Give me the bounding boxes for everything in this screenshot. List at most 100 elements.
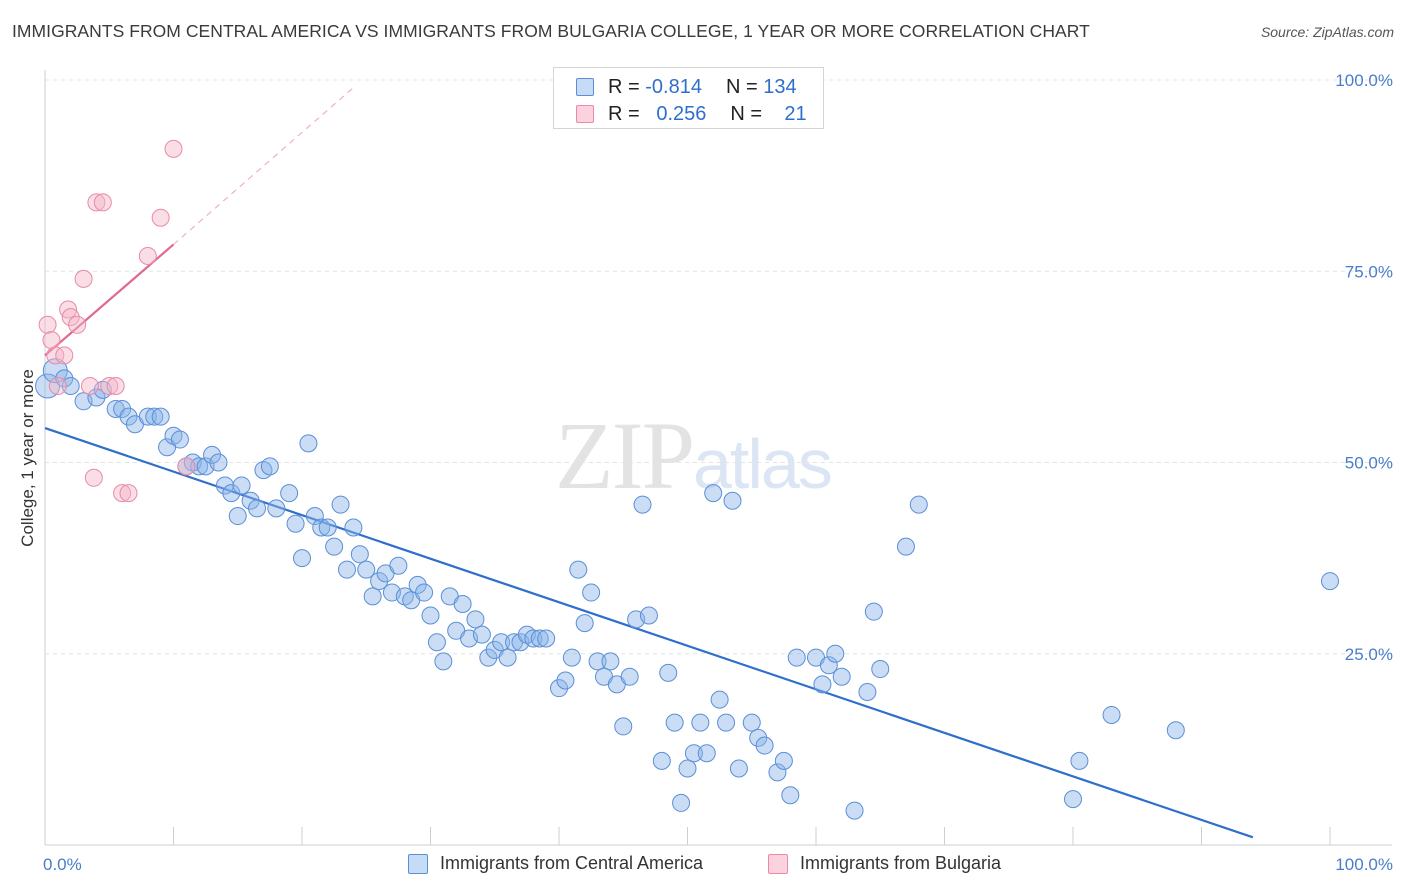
r-label: R = bbox=[608, 102, 640, 125]
data-point bbox=[582, 583, 601, 602]
legend-item-central-america: Immigrants from Central America bbox=[408, 853, 703, 874]
stats-row-central-america: R = -0.814 N = 134 bbox=[576, 74, 797, 100]
axes bbox=[44, 70, 1392, 846]
blue-swatch-icon bbox=[576, 78, 594, 96]
data-point bbox=[370, 572, 389, 591]
data-point bbox=[293, 549, 311, 568]
data-point bbox=[241, 491, 260, 510]
data-point bbox=[1064, 790, 1082, 809]
data-point bbox=[550, 679, 568, 698]
data-point bbox=[106, 377, 125, 395]
data-point bbox=[1070, 751, 1089, 770]
y-axis-title: College, 1 year or more bbox=[18, 369, 37, 547]
data-point bbox=[620, 667, 639, 686]
data-point bbox=[575, 614, 594, 633]
data-point bbox=[530, 629, 549, 648]
data-point bbox=[151, 208, 170, 227]
data-point bbox=[1321, 572, 1339, 591]
data-point bbox=[267, 499, 286, 518]
data-point bbox=[601, 652, 620, 671]
data-point bbox=[138, 246, 157, 265]
data-point bbox=[672, 793, 691, 812]
data-point bbox=[691, 713, 710, 732]
y-tick-label: 50.0% bbox=[1345, 454, 1393, 473]
data-point bbox=[84, 468, 103, 487]
data-point bbox=[729, 759, 748, 778]
data-point bbox=[569, 560, 588, 579]
r-value: -0.814 bbox=[645, 75, 702, 98]
legend-label: Immigrants from Central America bbox=[440, 853, 704, 873]
data-point bbox=[864, 602, 883, 621]
data-point bbox=[138, 407, 157, 426]
data-point bbox=[665, 713, 684, 732]
data-point bbox=[524, 629, 543, 648]
tick-labels: 25.0% 50.0% 75.0% 100.0% 0.0% 100.0% College, … bbox=[18, 71, 1393, 874]
data-point bbox=[113, 484, 132, 503]
pink-swatch-icon bbox=[576, 105, 594, 123]
data-point bbox=[350, 545, 369, 564]
data-point bbox=[633, 495, 652, 514]
data-point bbox=[755, 736, 774, 755]
chart-title: IMMIGRANTS FROM CENTRAL AMERICA VS IMMIG… bbox=[12, 21, 1090, 41]
x-tick-label: 0.0% bbox=[43, 855, 82, 874]
data-point bbox=[337, 560, 356, 579]
data-point bbox=[678, 759, 697, 778]
data-point bbox=[453, 595, 472, 614]
blue-swatch-icon bbox=[408, 853, 428, 874]
data-point bbox=[209, 453, 228, 472]
data-point bbox=[312, 518, 331, 537]
watermark-atlas: atlas bbox=[693, 425, 833, 503]
data-point bbox=[639, 606, 658, 625]
data-point bbox=[556, 671, 575, 690]
data-point bbox=[344, 518, 363, 537]
data-point bbox=[363, 587, 382, 606]
data-point bbox=[299, 434, 318, 453]
data-point bbox=[389, 556, 408, 575]
r-label: R = bbox=[608, 75, 640, 98]
data-point bbox=[248, 499, 267, 518]
data-point bbox=[61, 308, 80, 327]
data-point bbox=[325, 537, 344, 556]
trend-line-extension bbox=[173, 87, 354, 245]
x-tick-label: 100.0% bbox=[1335, 855, 1393, 874]
data-point bbox=[61, 377, 80, 395]
data-point bbox=[871, 660, 890, 679]
data-point bbox=[119, 484, 138, 503]
data-point bbox=[164, 139, 183, 158]
data-point bbox=[421, 606, 440, 625]
data-point bbox=[170, 430, 189, 449]
data-point bbox=[845, 801, 864, 820]
data-point bbox=[466, 610, 485, 629]
legend-label: Immigrants from Bulgaria bbox=[800, 853, 1002, 873]
data-point bbox=[749, 728, 768, 747]
data-point bbox=[232, 476, 251, 495]
data-point bbox=[562, 648, 581, 667]
data-point bbox=[537, 629, 556, 648]
chart-source: Source: ZipAtlas.com bbox=[1260, 24, 1394, 40]
data-point bbox=[909, 495, 928, 514]
data-point bbox=[427, 633, 446, 652]
watermark-zip: ZIP bbox=[555, 402, 695, 509]
data-point bbox=[145, 407, 164, 426]
data-point bbox=[614, 717, 633, 736]
data-points bbox=[35, 139, 1339, 820]
watermark: ZIPatlas bbox=[555, 400, 833, 511]
y-tick-label: 75.0% bbox=[1345, 262, 1393, 281]
data-point bbox=[826, 644, 845, 663]
data-point bbox=[100, 377, 119, 395]
data-point bbox=[774, 751, 793, 770]
data-point bbox=[588, 652, 607, 671]
data-point bbox=[710, 690, 729, 709]
data-point bbox=[286, 514, 305, 533]
n-label: N = bbox=[730, 102, 763, 125]
data-point bbox=[48, 377, 67, 395]
data-point bbox=[222, 484, 241, 503]
data-point bbox=[280, 484, 299, 503]
data-point bbox=[80, 377, 99, 395]
data-point bbox=[787, 648, 806, 667]
data-point bbox=[119, 407, 138, 426]
gridlines bbox=[45, 79, 1392, 655]
data-point bbox=[472, 625, 491, 644]
data-point bbox=[357, 560, 376, 579]
data-point bbox=[42, 331, 61, 350]
